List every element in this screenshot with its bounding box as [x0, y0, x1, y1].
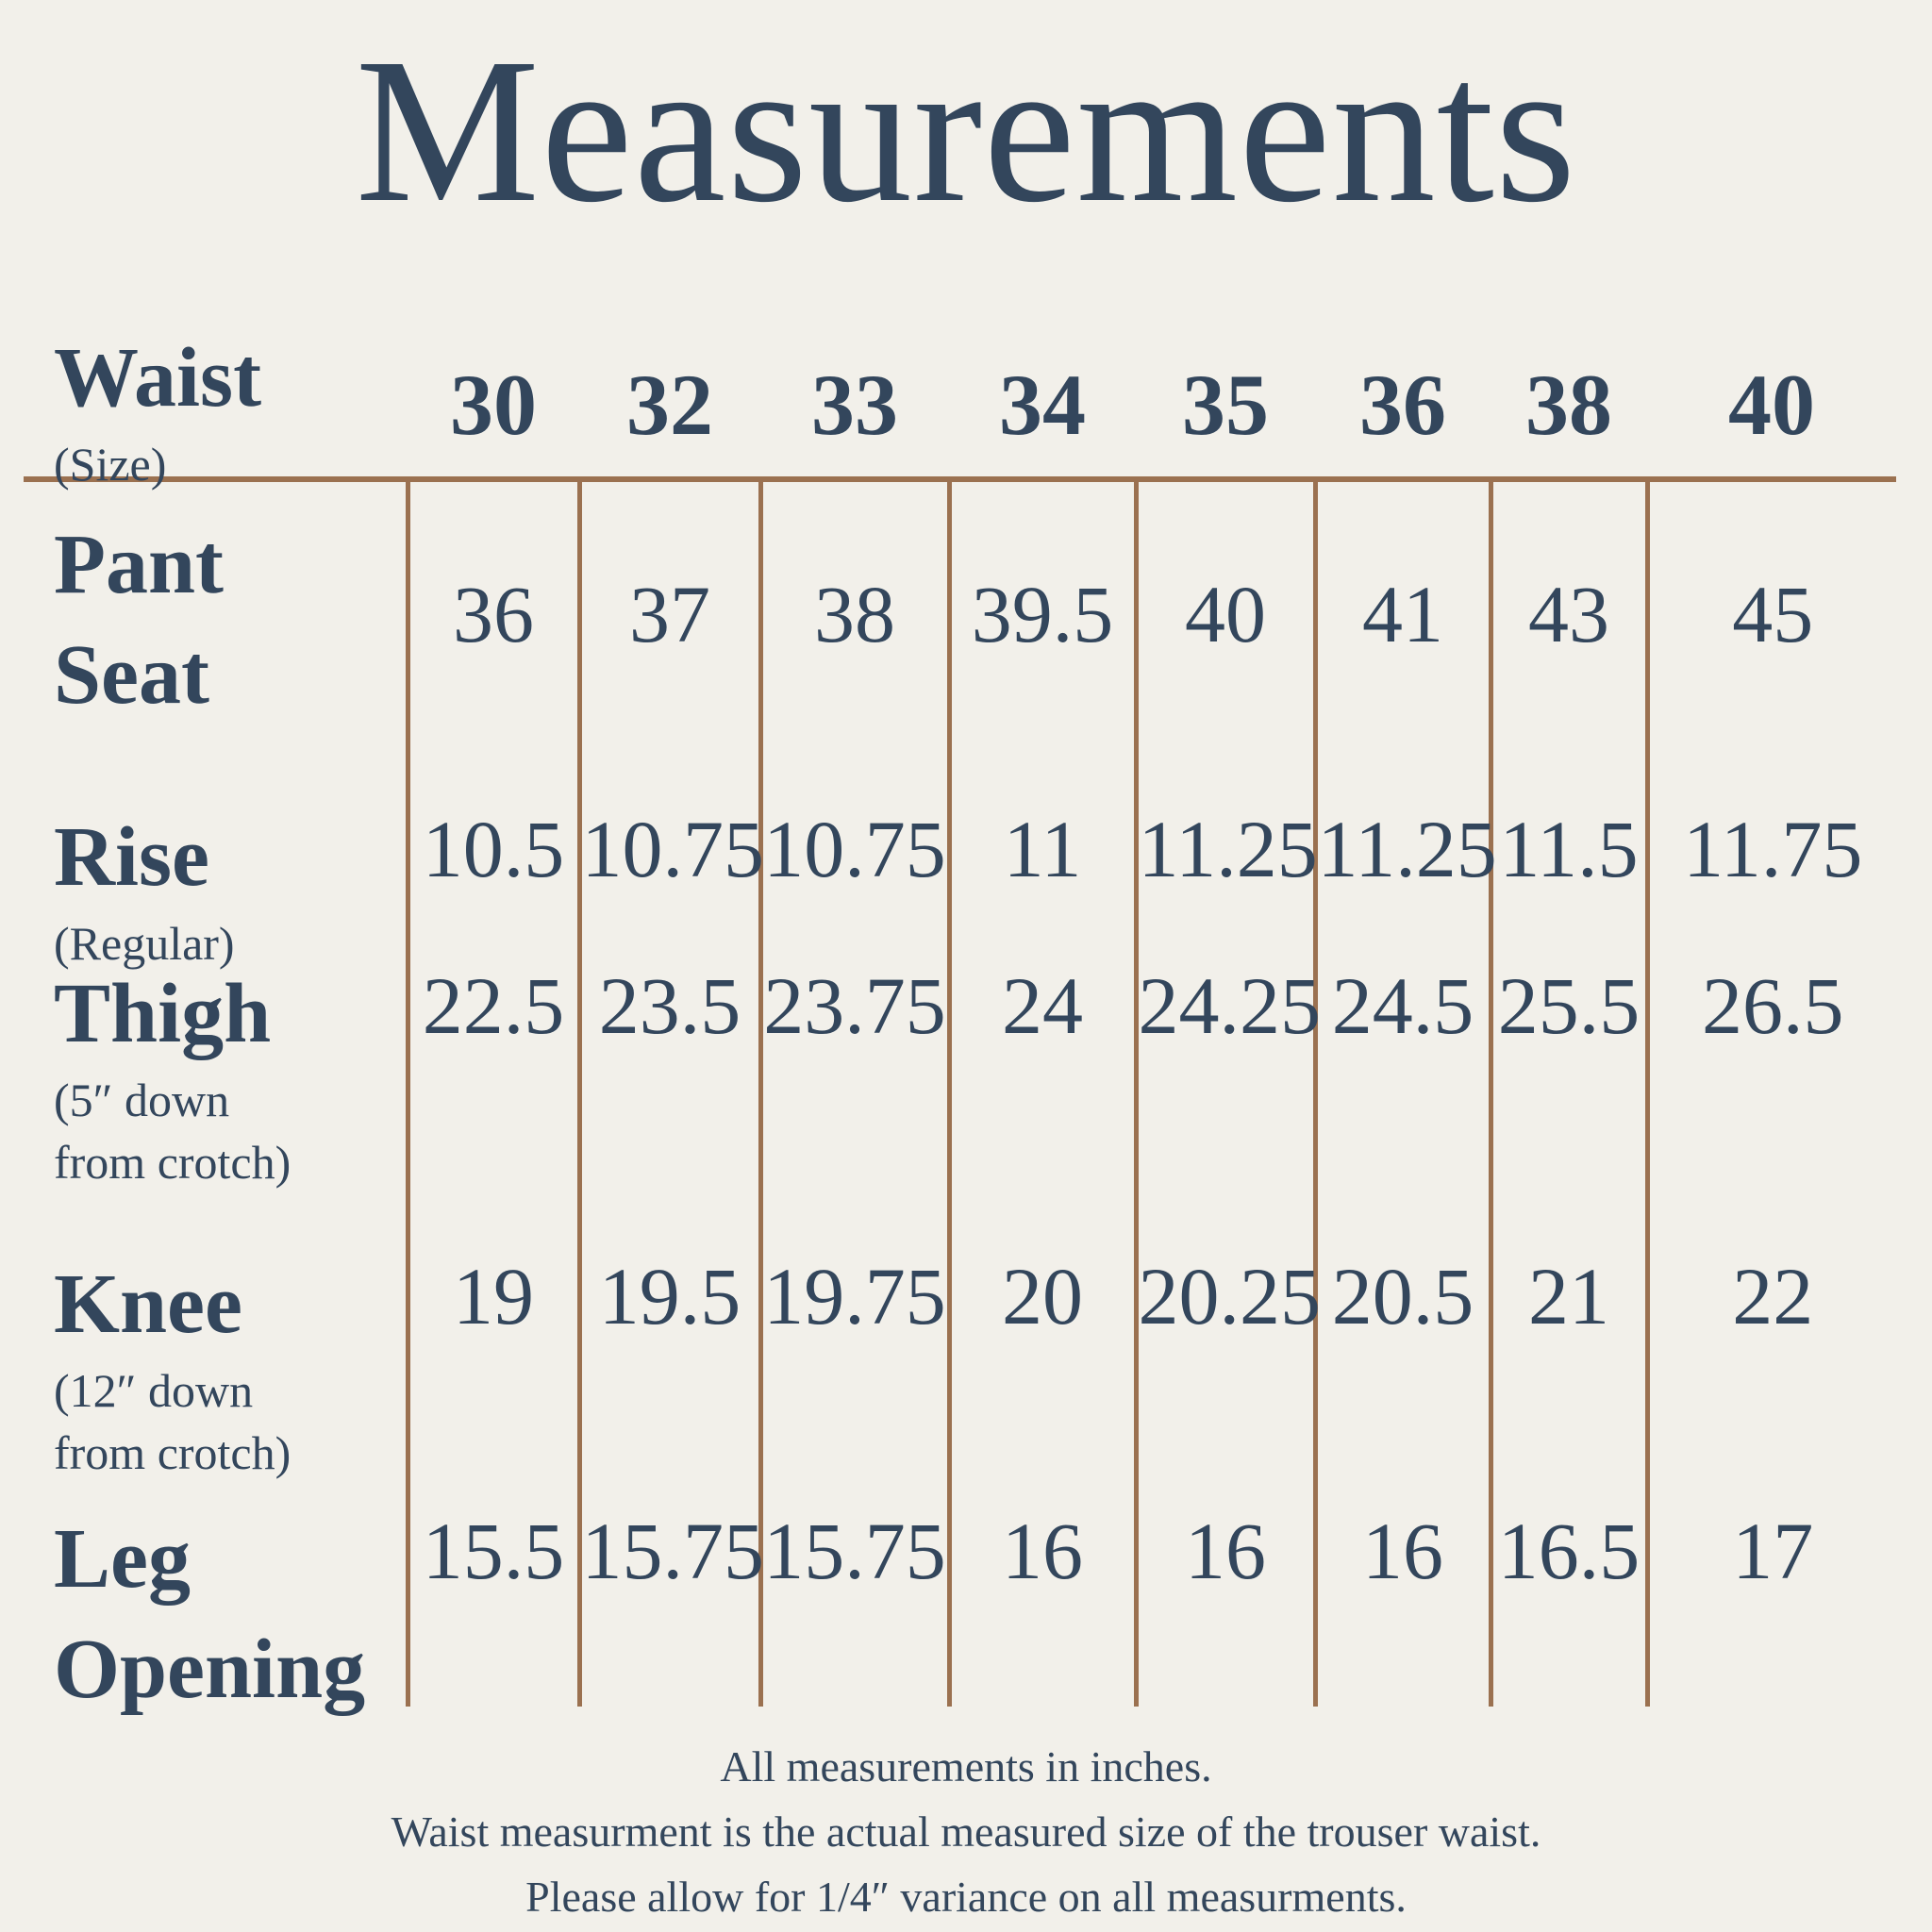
row-label-cell: Pant Seat — [24, 479, 408, 802]
waist-size-header-row: Waist (Size) 30 32 33 34 35 36 38 40 — [24, 331, 1896, 491]
row-sublabel: (12″ down from crotch) — [54, 1364, 291, 1479]
table-row-knee: Knee (12″ down from crotch) 19 19.5 19.7… — [24, 1249, 1896, 1504]
measurement-cell: 25.5 — [1488, 958, 1647, 1249]
measurement-cell: 11.5 — [1488, 802, 1647, 958]
measurement-cell: 45 — [1644, 479, 1896, 802]
table-row-thigh: Thigh (5″ down from crotch) 22.5 23.5 23… — [24, 958, 1896, 1249]
measurement-cell: 39.5 — [946, 479, 1136, 802]
row-label: Thigh — [54, 967, 272, 1060]
measurement-cell: 20 — [946, 1249, 1136, 1504]
measurement-cell: 11.75 — [1644, 802, 1896, 958]
measurement-cell: 15.75 — [576, 1504, 764, 1707]
page-title: Measurements — [355, 15, 1577, 245]
measurement-cell: 16 — [1312, 1504, 1491, 1707]
measurement-cell: 11 — [946, 802, 1136, 958]
row-sublabel: (Size) — [54, 438, 167, 491]
measurements-table: Waist (Size) 30 32 33 34 35 36 38 40 Pan… — [24, 331, 1896, 1716]
measurement-cell: 38 — [758, 479, 949, 802]
measurement-cell: 10.5 — [405, 802, 579, 958]
measurement-cell: 22 — [1644, 1249, 1896, 1504]
row-sublabel: (5″ down from crotch) — [54, 1074, 291, 1189]
row-label-cell: Leg Opening — [24, 1504, 408, 1716]
measurement-cell: 17 — [1644, 1504, 1896, 1707]
row-label: Leg Opening — [54, 1512, 366, 1716]
footer-note-units: All measurements in inches. — [720, 1742, 1212, 1790]
measurement-cell: 15.75 — [758, 1504, 949, 1707]
table-row-rise: Rise (Regular) 10.5 10.75 10.75 11 11.25… — [24, 802, 1896, 970]
table-row-leg-opening: Leg Opening 15.5 15.75 15.75 16 16 16 16… — [24, 1504, 1896, 1716]
waist-header-cell: Waist (Size) — [24, 331, 408, 491]
row-label-cell: Thigh (5″ down from crotch) — [24, 958, 408, 1249]
row-label: Waist — [54, 331, 262, 425]
measurement-cell: 10.75 — [758, 802, 949, 958]
measurement-cell: 40 — [1133, 479, 1315, 802]
footer-note-variance: Please allow for 1/4″ variance on all me… — [525, 1873, 1407, 1921]
measurement-cell: 11.25 — [1133, 802, 1318, 958]
size-header-cell: 33 — [760, 338, 949, 482]
row-label-box: Waist (Size) — [54, 323, 408, 491]
row-label-box: Pant Seat — [54, 509, 406, 792]
size-header-cell: 34 — [949, 338, 1136, 482]
measurement-cell: 10.75 — [576, 802, 764, 958]
size-header-cell: 30 — [408, 338, 579, 482]
measurement-cell: 43 — [1488, 479, 1647, 802]
row-label: Pant Seat — [54, 518, 224, 722]
measurement-cell: 20.25 — [1133, 1249, 1321, 1504]
measurement-cell: 24.25 — [1133, 958, 1321, 1249]
measurement-cell: 41 — [1312, 479, 1491, 802]
row-label-cell: Knee (12″ down from crotch) — [24, 1249, 408, 1504]
row-sublabel: (Regular) — [54, 917, 235, 970]
measurement-cell: 19.5 — [576, 1249, 760, 1504]
measurement-cell: 22.5 — [405, 958, 579, 1249]
row-label: Knee — [54, 1257, 242, 1351]
footer-note-waist: Waist measurment is the actual measured … — [391, 1807, 1541, 1856]
measurement-cell: 23.75 — [758, 958, 949, 1249]
size-header-cell: 40 — [1647, 338, 1896, 482]
measurement-cell: 24.5 — [1312, 958, 1491, 1249]
row-label-cell: Rise (Regular) — [24, 802, 408, 970]
measurement-cell: 20.5 — [1312, 1249, 1491, 1504]
size-header-cell: 35 — [1136, 338, 1315, 482]
measurement-cell: 37 — [576, 479, 760, 802]
measurement-cell: 26.5 — [1644, 958, 1896, 1249]
measurement-cell: 11.25 — [1312, 802, 1497, 958]
measurement-cell: 16 — [946, 1504, 1136, 1707]
measurement-cell: 15.5 — [405, 1504, 579, 1707]
row-label: Rise — [54, 810, 209, 904]
measurement-cell: 24 — [946, 958, 1136, 1249]
size-header-cell: 36 — [1315, 338, 1491, 482]
row-label-box: Knee (12″ down from crotch) — [54, 1249, 406, 1479]
measurement-cell: 19.75 — [758, 1249, 949, 1504]
measurement-cell: 36 — [405, 479, 579, 802]
table-row-pant-seat: Pant Seat 36 37 38 39.5 40 41 43 45 — [24, 479, 1896, 802]
row-label-box: Rise (Regular) — [54, 802, 406, 970]
measurement-cell: 16.5 — [1488, 1504, 1647, 1707]
measurement-cell: 23.5 — [576, 958, 760, 1249]
measurement-cell: 19 — [405, 1249, 579, 1504]
measurement-cell: 16 — [1133, 1504, 1315, 1707]
size-header-cell: 32 — [579, 338, 760, 482]
measurement-cell: 21 — [1488, 1249, 1647, 1504]
row-label-box: Thigh (5″ down from crotch) — [54, 958, 406, 1227]
size-header-cell: 38 — [1491, 338, 1647, 482]
footer-notes: All measurements in inches. Waist measur… — [0, 1734, 1932, 1929]
row-label-box: Leg Opening — [54, 1504, 406, 1716]
